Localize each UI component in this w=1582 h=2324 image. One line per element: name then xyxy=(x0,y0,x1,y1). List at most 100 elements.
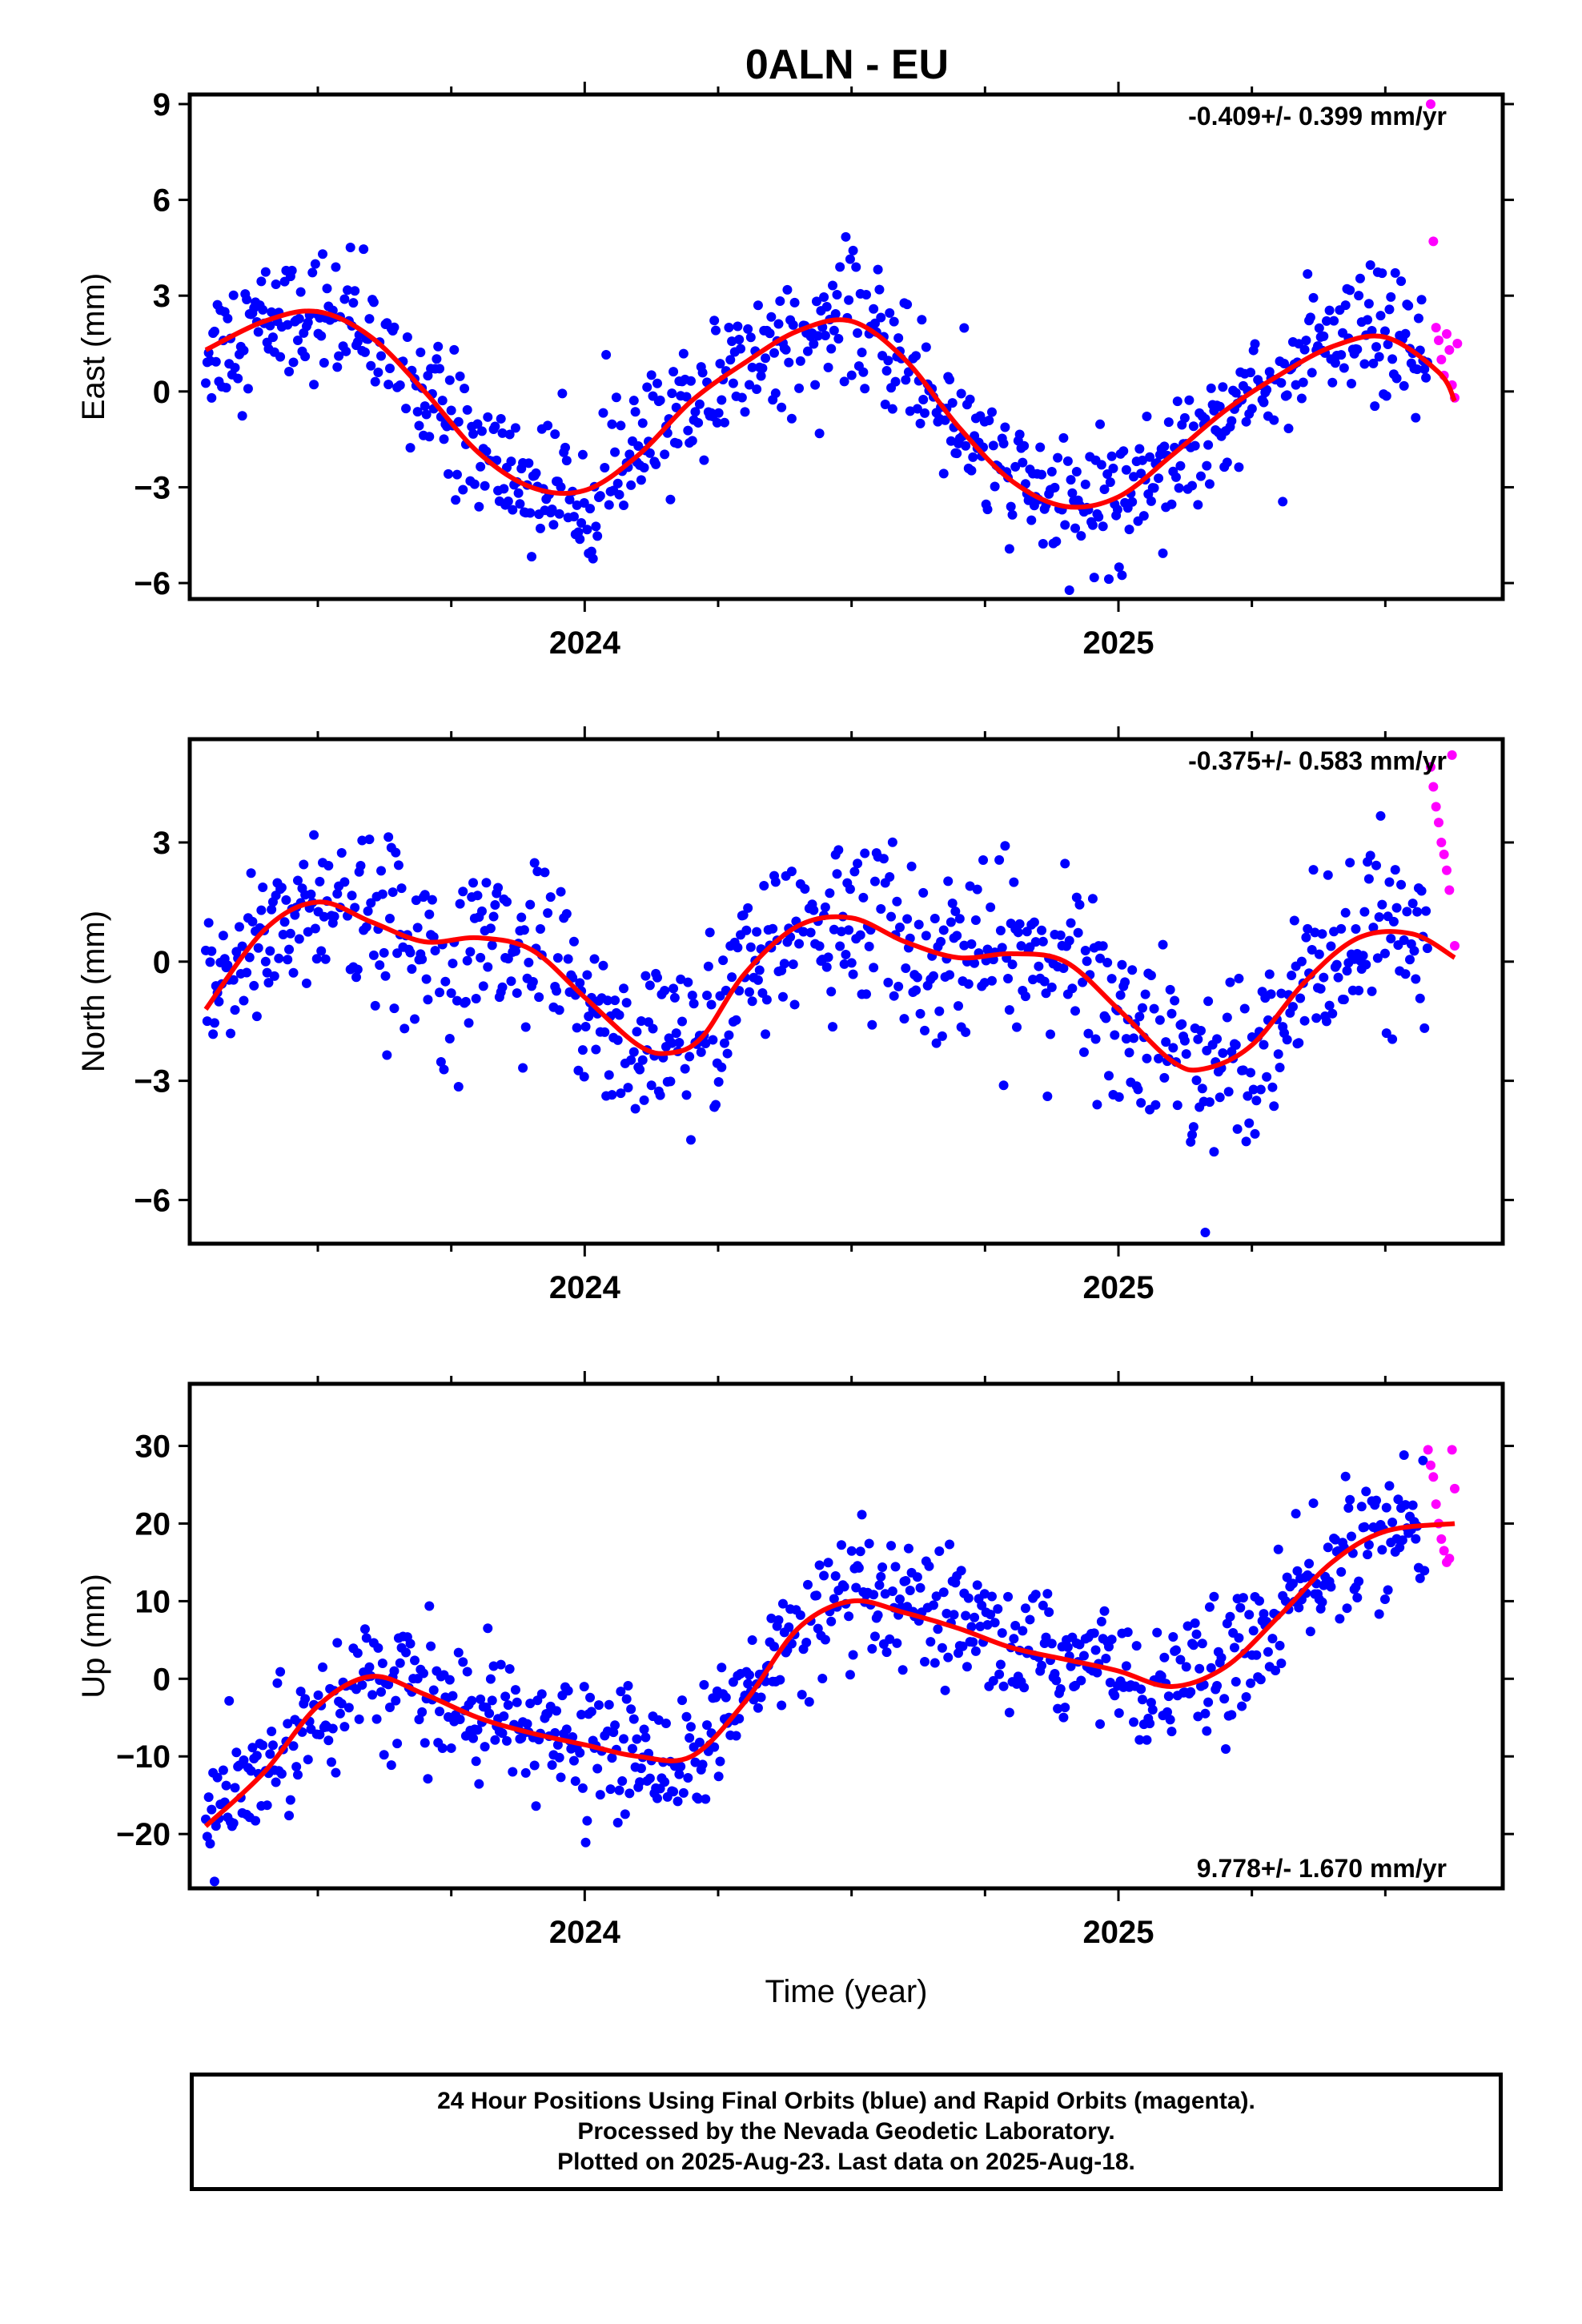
final-orbit-point xyxy=(886,1541,897,1551)
final-orbit-point xyxy=(701,1038,711,1048)
final-orbit-point xyxy=(231,1747,242,1758)
final-orbit-point xyxy=(1190,440,1200,451)
final-orbit-point xyxy=(1117,959,1127,970)
final-orbit-point xyxy=(1170,472,1181,482)
final-orbit-point xyxy=(988,440,998,451)
final-orbit-point xyxy=(1361,959,1371,970)
final-orbit-point xyxy=(768,923,778,934)
final-orbit-point xyxy=(744,380,754,390)
final-orbit-point xyxy=(1114,1092,1124,1102)
final-orbit-point xyxy=(814,941,825,951)
final-orbit-point xyxy=(299,859,309,870)
final-orbit-point xyxy=(525,1699,536,1709)
velocity-label-north: -0.375+/- 0.583 mm/yr xyxy=(1188,746,1447,775)
final-orbit-point xyxy=(548,520,559,530)
final-orbit-point xyxy=(853,328,863,338)
final-orbit-point xyxy=(721,1692,731,1703)
final-orbit-point xyxy=(961,1610,971,1621)
final-orbit-point xyxy=(952,931,962,941)
final-orbit-point xyxy=(380,971,391,981)
final-orbit-point xyxy=(318,1662,328,1672)
final-orbit-point xyxy=(717,1663,727,1673)
final-orbit-point xyxy=(1275,1640,1285,1651)
final-orbit-point xyxy=(804,1697,814,1707)
final-orbit-point xyxy=(591,521,601,532)
final-orbit-point xyxy=(595,491,605,501)
final-orbit-point xyxy=(913,919,924,930)
final-orbit-point xyxy=(1259,1039,1269,1050)
final-orbit-point xyxy=(905,406,915,416)
final-orbit-point xyxy=(230,1783,240,1793)
final-orbit-point xyxy=(1393,1494,1403,1505)
final-orbit-point xyxy=(1066,475,1076,485)
final-orbit-point xyxy=(753,1703,763,1713)
final-orbit-point xyxy=(1076,531,1086,541)
final-orbit-point xyxy=(1105,477,1115,488)
final-orbit-point xyxy=(1000,422,1010,432)
final-orbit-point xyxy=(1387,354,1398,364)
final-orbit-point xyxy=(496,1659,506,1670)
final-orbit-point xyxy=(410,1655,420,1666)
final-orbit-point xyxy=(376,351,387,361)
final-orbit-point xyxy=(260,267,271,277)
final-orbit-point xyxy=(1150,1100,1161,1110)
final-orbit-point xyxy=(276,1769,287,1779)
final-orbit-point xyxy=(487,940,497,951)
final-orbit-point xyxy=(829,924,839,935)
final-orbit-point xyxy=(614,1785,624,1795)
final-orbit-point xyxy=(683,977,693,987)
final-orbit-point xyxy=(794,939,805,949)
final-orbit-point xyxy=(1374,352,1384,362)
final-orbit-point xyxy=(1259,1609,1269,1619)
final-orbit-point xyxy=(468,878,479,888)
final-orbit-point xyxy=(1371,1495,1382,1506)
plot-frame-up xyxy=(187,1381,1505,1891)
final-orbit-point xyxy=(550,1727,560,1738)
final-orbit-point xyxy=(902,300,913,310)
final-orbit-point xyxy=(1087,894,1098,904)
final-orbit-point xyxy=(936,936,946,947)
final-orbit-point xyxy=(393,860,404,870)
final-orbit-point xyxy=(223,960,233,971)
final-orbit-point xyxy=(832,289,842,300)
final-orbit-point xyxy=(968,1637,978,1647)
final-orbit-point xyxy=(1026,515,1037,525)
final-orbit-point xyxy=(719,417,729,428)
final-orbit-point xyxy=(761,1029,771,1039)
final-orbit-point xyxy=(1127,965,1138,975)
final-orbit-point xyxy=(508,1767,518,1777)
final-orbit-point xyxy=(673,1796,683,1807)
final-orbit-point xyxy=(610,447,620,457)
y-tick-label-north: −3 xyxy=(134,1064,171,1100)
final-orbit-point xyxy=(1137,1003,1147,1013)
final-orbit-point xyxy=(717,1062,727,1072)
final-orbit-point xyxy=(1089,1628,1099,1638)
final-orbit-point xyxy=(1327,377,1338,388)
final-orbit-point xyxy=(1037,469,1047,480)
final-orbit-point xyxy=(713,408,724,418)
final-orbit-point xyxy=(1168,1632,1178,1642)
final-orbit-point xyxy=(756,371,766,381)
final-orbit-point xyxy=(306,889,316,899)
final-orbit-point xyxy=(846,1546,857,1556)
final-orbit-point xyxy=(1335,1614,1345,1624)
final-orbit-point xyxy=(435,1707,445,1717)
final-orbit-point xyxy=(977,1600,987,1610)
final-orbit-point xyxy=(958,1641,968,1651)
final-orbit-point xyxy=(1324,1000,1335,1011)
final-orbit-point xyxy=(861,989,872,999)
final-orbit-point xyxy=(1158,939,1168,950)
final-orbit-point xyxy=(1386,292,1396,302)
final-orbit-point xyxy=(677,1695,688,1706)
final-orbit-point xyxy=(563,954,573,964)
final-orbit-point xyxy=(499,1711,509,1722)
final-orbit-point xyxy=(315,876,325,887)
final-orbit-point xyxy=(921,342,931,352)
final-orbit-point xyxy=(1363,315,1373,325)
final-orbit-point xyxy=(281,895,291,905)
final-orbit-point xyxy=(1147,1705,1158,1715)
final-orbit-point xyxy=(880,400,890,410)
final-orbit-point xyxy=(1231,388,1241,398)
final-orbit-point xyxy=(942,1608,952,1618)
final-orbit-point xyxy=(1146,496,1156,506)
